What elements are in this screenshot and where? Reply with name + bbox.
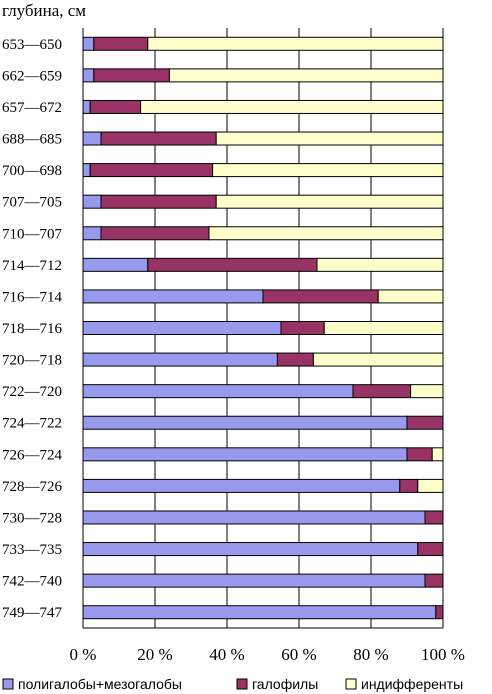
bar-segment-7-1 [147,257,318,272]
category-label-9: 718—716 [2,321,63,337]
category-label-18: 749—747 [2,605,63,621]
bar-segment-9-1 [280,321,325,335]
x-tick-label-3: 60 % [281,645,316,664]
bar-segment-2-2 [140,99,444,114]
category-label-4: 700—698 [2,163,62,179]
bar-segment-13-0 [82,447,408,462]
bar-segment-10-0 [82,352,278,367]
bar-segment-1-0 [82,68,95,83]
bar-segment-1-1 [93,68,170,83]
bar-segment-14-0 [82,478,401,493]
category-label-8: 716—714 [2,289,63,305]
bar-segment-3-0 [82,131,102,146]
category-label-12: 724—722 [2,416,62,432]
category-label-7: 714—712 [2,258,62,274]
category-label-1: 662—659 [2,68,62,84]
bar-segment-13-2 [431,447,444,462]
bar-segment-17-0 [82,573,426,588]
bar-segment-6-2 [208,226,444,241]
bar-segment-5-1 [100,194,217,209]
category-label-14: 728—726 [2,479,63,495]
category-label-3: 688—685 [2,132,62,148]
legend-swatch-0 [2,678,14,690]
category-label-13: 726—724 [2,447,63,463]
bar-segment-7-0 [82,257,149,272]
bar-segment-4-1 [89,163,214,178]
category-label-16: 733—735 [2,542,62,558]
category-label-2: 657—672 [2,100,62,116]
bar-segment-16-0 [82,542,419,557]
bar-segment-15-1 [424,510,444,525]
bar-segment-0-0 [82,36,95,51]
bar-segment-8-2 [377,289,444,304]
bar-segment-18-1 [435,605,444,620]
x-tick-label-1: 20 % [137,645,172,664]
legend-label-1: галофилы [252,676,318,692]
x-tick-label-2: 40 % [209,645,244,664]
category-labels: 653—650 662—659 657—672 688—685 700—698 707—7… [2,37,63,621]
bar-segment-14-1 [399,478,419,493]
bar-segment-1-2 [168,68,444,83]
bar-segment-0-2 [147,36,444,51]
bar-segment-12-0 [82,415,408,430]
bar-segment-14-2 [417,478,444,493]
bar-segment-11-1 [352,384,412,399]
bar-segment-11-2 [410,384,444,399]
bar-segment-7-2 [316,257,444,272]
category-label-5: 707—705 [2,195,62,211]
bar-segment-9-0 [82,321,282,335]
x-tick-label-4: 80 % [353,645,388,664]
bar-segment-3-2 [215,131,444,146]
bar-segment-13-1 [406,447,433,462]
bar-segment-12-1 [406,415,444,430]
bar-segment-17-1 [424,573,444,588]
x-tick-labels: 0 % 20 % 40 % 60 % 80 % 100 % [70,645,465,664]
bar-segment-16-1 [417,542,444,557]
x-tick-label-0: 0 % [70,645,97,664]
bar-segment-6-1 [100,226,210,241]
bar-segment-5-0 [82,194,102,209]
category-label-11: 722—720 [2,384,62,400]
y-axis-label: глубина, см [2,1,86,20]
bar-segment-4-2 [212,163,444,178]
category-label-10: 720—718 [2,353,62,369]
legend-label-2: индифференты [361,676,463,692]
bar-segment-15-0 [82,510,426,525]
bars [82,36,444,620]
bar-segment-11-0 [82,384,354,399]
bar-segment-10-1 [276,352,314,367]
bar-segment-3-1 [100,131,217,146]
legend-swatch-1 [236,678,248,690]
legend-label-0: полигалобы+мезогалобы [18,676,182,692]
bar-segment-8-0 [82,289,264,304]
category-label-17: 742—740 [2,574,62,590]
bar-segment-9-2 [323,321,444,335]
category-label-0: 653—650 [2,37,62,53]
legend-swatch-2 [345,678,357,690]
bar-segment-6-0 [82,226,102,241]
bar-segment-10-2 [312,352,444,367]
bar-segment-5-2 [215,194,444,209]
bar-segment-4-0 [82,163,91,178]
bar-segment-2-0 [82,99,91,114]
category-label-15: 730—728 [2,510,62,526]
x-tick-label-5: 100 % [421,645,465,664]
legend: полигалобы+мезогалобы галофилы индифферент… [2,676,463,692]
bar-segment-18-0 [82,605,437,620]
bar-segment-0-1 [93,36,149,51]
category-label-6: 710—707 [2,226,63,242]
bar-segment-2-1 [89,99,142,114]
bar-segment-8-1 [262,289,379,304]
